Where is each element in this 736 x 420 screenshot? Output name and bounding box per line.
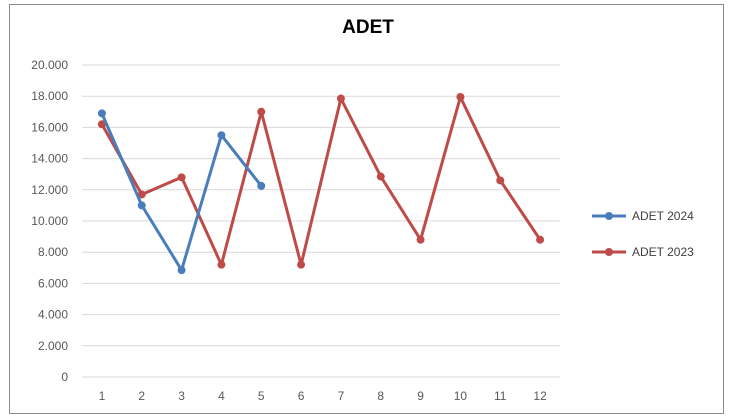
legend-marker bbox=[605, 248, 613, 256]
x-tick-label: 12 bbox=[533, 389, 547, 403]
x-tick-label: 11 bbox=[494, 389, 507, 403]
data-point bbox=[496, 176, 505, 185]
x-axis: 1 2 3 4 5 6 7 8 9 10 11 12 bbox=[99, 389, 548, 403]
x-tick-label: 1 bbox=[99, 389, 106, 403]
data-point bbox=[257, 181, 266, 190]
x-tick-label: 8 bbox=[377, 389, 384, 403]
series-group bbox=[97, 92, 545, 275]
data-point bbox=[536, 235, 545, 244]
legend-label: ADET 2023 bbox=[632, 245, 694, 259]
y-tick-label: 16.000 bbox=[31, 120, 68, 134]
x-tick-label: 2 bbox=[138, 389, 145, 403]
data-point bbox=[456, 92, 465, 101]
grid bbox=[82, 64, 560, 378]
series-line bbox=[100, 111, 263, 272]
y-tick-label: 0 bbox=[61, 370, 68, 384]
x-tick-label: 10 bbox=[454, 389, 468, 403]
y-tick-label: 20.000 bbox=[31, 58, 68, 72]
data-point bbox=[416, 235, 425, 244]
x-tick-label: 6 bbox=[298, 389, 305, 403]
legend: ADET 2024 ADET 2023 bbox=[592, 209, 694, 259]
legend-marker bbox=[605, 212, 613, 220]
x-tick-label: 3 bbox=[178, 389, 185, 403]
y-tick-label: 14.000 bbox=[31, 152, 68, 166]
x-tick-label: 9 bbox=[417, 389, 424, 403]
data-point bbox=[297, 260, 306, 269]
y-tick-label: 12.000 bbox=[31, 183, 68, 197]
data-point bbox=[376, 172, 385, 181]
data-point bbox=[97, 109, 106, 118]
data-point bbox=[177, 173, 186, 182]
data-point bbox=[137, 190, 146, 199]
x-tick-label: 7 bbox=[338, 389, 345, 403]
data-point bbox=[217, 131, 226, 140]
y-tick-label: 6.000 bbox=[38, 276, 68, 290]
x-tick-label: 4 bbox=[218, 389, 225, 403]
data-point bbox=[97, 120, 106, 129]
data-point bbox=[217, 260, 226, 269]
x-tick-label: 5 bbox=[258, 389, 265, 403]
data-point bbox=[137, 201, 146, 210]
y-tick-label: 2.000 bbox=[38, 339, 68, 353]
y-tick-label: 8.000 bbox=[38, 245, 68, 259]
y-tick-label: 18.000 bbox=[31, 89, 68, 103]
data-point bbox=[336, 94, 345, 103]
data-point bbox=[257, 107, 266, 116]
data-point bbox=[177, 266, 186, 275]
chart-title: ADET bbox=[342, 17, 394, 38]
series-line bbox=[100, 95, 542, 267]
legend-label: ADET 2024 bbox=[632, 209, 694, 223]
y-axis: 0 2.000 4.000 6.000 8.000 10.000 12.000 14.000 1… bbox=[31, 58, 68, 384]
y-tick-label: 4.000 bbox=[38, 308, 68, 322]
y-tick-label: 10.000 bbox=[31, 214, 68, 228]
